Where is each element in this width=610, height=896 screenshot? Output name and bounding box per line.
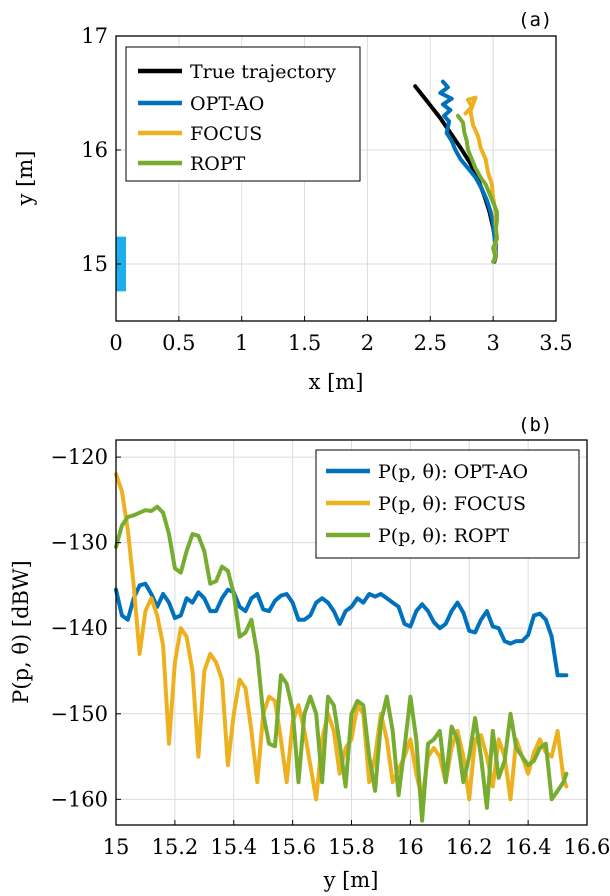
panel-a-trajectory: (a) 0 0.5 1 1.5 2 2.5 3 3.5 15 16 17 x [m] y [m] T… bbox=[13, 9, 573, 394]
panel-a-series-opt-ao bbox=[438, 79, 498, 264]
panel-b-ytick-label: −160 bbox=[50, 787, 108, 811]
panel-a-xtick-label: 0 bbox=[109, 331, 122, 355]
panel-b-ylabel: P(p, θ) [dBW] bbox=[9, 560, 33, 703]
panel-b-power: (b) 15 15.2 15.4 15.6 15.8 16 16.2 16.4 16.6 −120… bbox=[9, 414, 610, 892]
panel-a-ytick-label: 17 bbox=[81, 24, 108, 48]
panel-a-ytick-label: 16 bbox=[81, 138, 108, 162]
panel-a-xtick-label: 0.5 bbox=[162, 331, 195, 355]
panel-a-label: (a) bbox=[518, 9, 552, 31]
panel-a-ticks: 0 0.5 1 1.5 2 2.5 3 3.5 15 16 17 bbox=[81, 24, 572, 355]
panel-a-series-ropt bbox=[455, 113, 499, 264]
legend-label-ropt: ROPT bbox=[190, 153, 246, 175]
panel-b-xlabel: y [m] bbox=[323, 868, 379, 892]
panel-b-label: (b) bbox=[518, 414, 552, 436]
panel-b-xtick-label: 15.8 bbox=[328, 835, 375, 859]
panel-b-ytick-label: −150 bbox=[50, 702, 108, 726]
panel-b-xtick-label: 16.6 bbox=[564, 835, 610, 859]
panel-a-series-true-trajectory bbox=[413, 84, 498, 264]
panel-b-series-p-p-opt-ao bbox=[114, 581, 569, 678]
panel-a-xtick-label: 1 bbox=[235, 331, 248, 355]
legend-label-focus: FOCUS bbox=[190, 123, 262, 145]
panel-b-xtick-label: 15 bbox=[103, 835, 130, 859]
panel-b-ytick-label: −130 bbox=[50, 531, 108, 555]
panel-a-xtick-label: 3 bbox=[486, 331, 499, 355]
panel-b-xtick-label: 16.2 bbox=[446, 835, 493, 859]
panel-a-ytick-label: 15 bbox=[81, 252, 108, 276]
panel-a-legend: True trajectory OPT-AO FOCUS ROPT bbox=[125, 46, 361, 182]
panel-a-xtick-label: 2.5 bbox=[414, 331, 447, 355]
panel-b-xtick-label: 15.4 bbox=[210, 835, 257, 859]
panel-a-xtick-label: 2 bbox=[361, 331, 374, 355]
legend-label-power-ropt: P(p, θ): ROPT bbox=[378, 525, 509, 547]
panel-a-xtick-label: 3.5 bbox=[539, 331, 572, 355]
panel-b-xtick-label: 16.4 bbox=[505, 835, 552, 859]
panel-b-series bbox=[114, 472, 569, 823]
legend-label-power-opt-ao: P(p, θ): OPT-AO bbox=[378, 461, 528, 483]
panel-b-series-p-p-ropt bbox=[114, 504, 569, 823]
panel-a-ylabel: y [m] bbox=[13, 151, 37, 207]
panel-a-xlabel: x [m] bbox=[309, 370, 364, 394]
panel-b-ytick-label: −140 bbox=[50, 616, 108, 640]
panel-a-series bbox=[116, 79, 499, 292]
panel-b-xtick-label: 15.2 bbox=[151, 835, 198, 859]
panel-a-xtick-label: 1.5 bbox=[288, 331, 321, 355]
panel-b-legend: P(p, θ): OPT-AO P(p, θ): FOCUS P(p, θ): … bbox=[315, 449, 580, 559]
panel-b-xtick-label: 15.6 bbox=[269, 835, 316, 859]
panel-b-xtick-label: 16 bbox=[397, 835, 424, 859]
legend-label-power-focus: P(p, θ): FOCUS bbox=[378, 493, 526, 515]
legend-label-true-trajectory: True trajectory bbox=[190, 61, 336, 83]
panel-b-ytick-label: −120 bbox=[50, 445, 108, 469]
panel-a-ris-marker bbox=[116, 236, 127, 292]
legend-label-opt-ao: OPT-AO bbox=[190, 93, 264, 115]
panel-a-frame bbox=[115, 35, 557, 322]
panel-b-ticks: 15 15.2 15.4 15.6 15.8 16 16.2 16.4 16.6 −120 −130… bbox=[50, 445, 610, 859]
